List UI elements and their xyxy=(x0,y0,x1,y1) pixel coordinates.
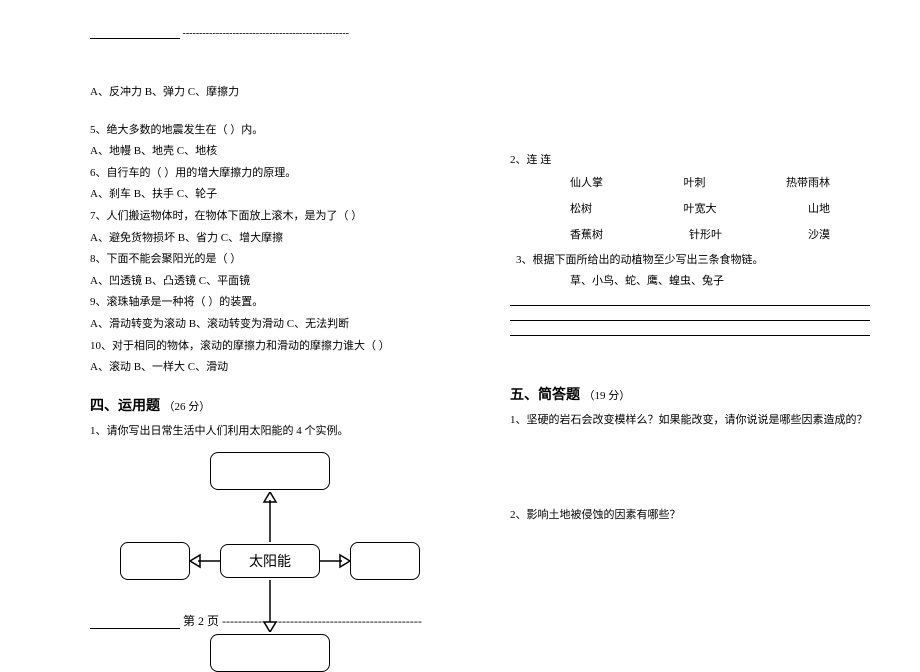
match-1c: 热带雨林 xyxy=(786,174,830,190)
match-2a: 松树 xyxy=(570,200,592,216)
match-row-3: 香蕉树 针形叶 沙漠 xyxy=(570,226,830,242)
q8-options: A、凹透镜 B、凸透镜 C、平面镜 xyxy=(90,273,470,291)
q5-options: A、地幔 B、地壳 C、地核 xyxy=(90,143,470,161)
box-left xyxy=(120,542,190,580)
box-bottom xyxy=(210,634,330,672)
right-column: 2、连 连 仙人掌 叶刺 热带雨林 松树 叶宽大 山地 香蕉树 针形叶 沙漠 3… xyxy=(510,80,890,529)
q9-options: A、滑动转变为滚动 B、滚动转变为滑动 C、无法判断 xyxy=(90,316,470,334)
sec5-q1: 1、坚硬的岩石会改变模样么？如果能改变，请你说说是哪些因素造成的？ xyxy=(510,412,890,430)
footer-dashes: ----------------------------------------… xyxy=(222,614,422,628)
answer-line-2 xyxy=(510,320,870,321)
arrow-up-icon xyxy=(260,492,280,542)
section-5-title: 五、简答题 （19 分） xyxy=(510,384,890,404)
match-3c: 沙漠 xyxy=(808,226,830,242)
sec4-q1: 1、请你写出日常生活中人们利用太阳能的 4 个实例。 xyxy=(90,423,470,441)
q9: 9、滚珠轴承是一种将（ ）的装置。 xyxy=(90,294,470,312)
match-2c: 山地 xyxy=(808,200,830,216)
top-dash-line: ----------------------------------------… xyxy=(90,28,349,39)
box-top xyxy=(210,452,330,490)
section-5-label: 五、简答题 xyxy=(510,388,580,403)
arrow-left-icon xyxy=(190,552,220,570)
dash-underline xyxy=(90,38,180,39)
q7-options: A、避免货物损坏 B、省力 C、增大摩擦 xyxy=(90,230,470,248)
match-3b: 针形叶 xyxy=(689,226,722,242)
solar-diagram: 太阳能 xyxy=(120,452,420,672)
section-4-label: 四、运用题 xyxy=(90,399,160,414)
q10: 10、对于相同的物体，滚动的摩擦力和滑动的摩擦力谁大（ ） xyxy=(90,338,470,356)
q3: 3、根据下面所给出的动植物至少写出三条食物链。 xyxy=(516,252,890,270)
center-label: 太阳能 xyxy=(249,551,291,571)
q10-options: A、滚动 B、一样大 C、滑动 xyxy=(90,359,470,377)
q7: 7、人们搬运物体时，在物体下面放上滚木，是为了（ ） xyxy=(90,208,470,226)
footer-underline xyxy=(90,628,180,629)
footer-page-label: 第 2 页 xyxy=(183,614,219,628)
q2-match: 2、连 连 xyxy=(510,152,890,170)
sec5-q2: 2、影响土地被侵蚀的因素有哪些？ xyxy=(510,507,890,525)
options-line: A、反冲力 B、弹力 C、摩擦力 xyxy=(90,84,470,102)
dash-text: ----------------------------------------… xyxy=(183,28,350,39)
box-center: 太阳能 xyxy=(220,544,320,578)
match-3a: 香蕉树 xyxy=(570,226,603,242)
q3-list: 草、小鸟、蛇、鹰、蝗虫、兔子 xyxy=(570,273,890,291)
match-row-2: 松树 叶宽大 山地 xyxy=(570,200,830,216)
document-page: ----------------------------------------… xyxy=(0,0,920,651)
match-1a: 仙人掌 xyxy=(570,174,603,190)
q8: 8、下面不能会聚阳光的是（ ） xyxy=(90,251,470,269)
q6-options: A、刹车 B、扶手 C、轮子 xyxy=(90,186,470,204)
match-2b: 叶宽大 xyxy=(684,200,717,216)
page-footer: 第 2 页 ----------------------------------… xyxy=(90,612,422,629)
match-1b: 叶刺 xyxy=(684,174,706,190)
section-4-points: （26 分） xyxy=(164,401,211,413)
left-column: A、反冲力 B、弹力 C、摩擦力 5、绝大多数的地震发生在（ ）内。 A、地幔 … xyxy=(90,80,470,672)
arrow-right-icon xyxy=(320,552,350,570)
answer-line-1 xyxy=(510,305,870,306)
section-5-points: （19 分） xyxy=(584,390,631,402)
q5: 5、绝大多数的地震发生在（ ）内。 xyxy=(90,122,470,140)
box-right xyxy=(350,542,420,580)
q6: 6、自行车的（ ）用的增大摩擦力的原理。 xyxy=(90,165,470,183)
section-4-title: 四、运用题 （26 分） xyxy=(90,395,470,415)
match-row-1: 仙人掌 叶刺 热带雨林 xyxy=(570,174,830,190)
